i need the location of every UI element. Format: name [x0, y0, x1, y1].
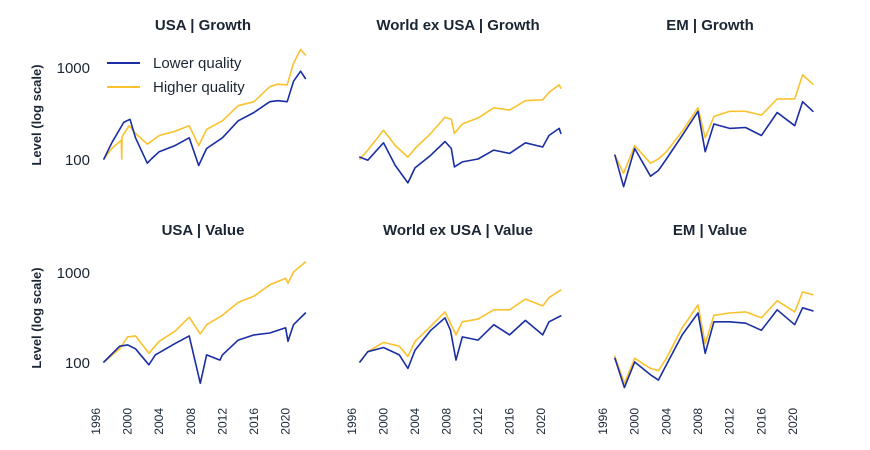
y-tick-label-bottom-1000: 1000 [57, 265, 90, 282]
y-tick-label-top-100: 100 [65, 152, 90, 169]
panel-title-usa-growth: USA | Growth [155, 17, 251, 34]
panel-title-usa-value: USA | Value [162, 222, 245, 239]
x-tick-label: 2004 [408, 408, 422, 435]
series-line-higher-quality [359, 289, 562, 363]
x-tick-label: 2020 [534, 408, 548, 435]
x-tick-layer: 1996 2000 2004 2008 2012 2016 2020 1996 2000 2004… [89, 408, 800, 435]
x-tick-label: 2016 [247, 408, 261, 435]
series-line-higher-quality [614, 74, 814, 175]
series-line-higher-quality [359, 84, 562, 160]
x-tick-label: 1996 [89, 408, 103, 435]
series-layer [103, 48, 814, 389]
panel-title-world-ex-usa-value: World ex USA | Value [383, 222, 533, 239]
panel-usa-growth [103, 48, 307, 167]
x-tick-label: 2016 [754, 408, 768, 435]
series-line-higher-quality [103, 261, 307, 363]
y-tick-label-top-1000: 1000 [57, 60, 90, 77]
x-tick-label: 2000 [628, 408, 642, 435]
x-tick-label: 2016 [503, 408, 517, 435]
panel-em-value [614, 291, 814, 389]
y-tick-label-bottom-100: 100 [65, 355, 90, 372]
legend-label-higher-quality: Higher quality [153, 79, 245, 96]
x-tick-label: 2008 [691, 408, 705, 435]
x-tick-label: 2012 [471, 408, 485, 435]
x-tick-label: 2000 [121, 408, 135, 435]
x-tick-label: 2000 [377, 408, 391, 435]
series-line-lower-quality [103, 312, 307, 385]
x-tick-label: 2008 [440, 408, 454, 435]
series-line-higher-quality [103, 48, 307, 160]
panel-world-ex-usa-growth [359, 84, 562, 184]
x-tick-label: 2004 [152, 408, 166, 435]
series-line-lower-quality [359, 127, 562, 184]
panel-em-growth [614, 74, 814, 188]
y-axis-label-bottom: Level (log scale) [29, 267, 44, 368]
legend: Lower quality Higher quality [107, 55, 245, 96]
x-tick-label: 2008 [184, 408, 198, 435]
panel-title-world-ex-usa-growth: World ex USA | Growth [376, 17, 539, 34]
panel-title-em-growth: EM | Growth [666, 17, 754, 34]
series-line-lower-quality [103, 70, 307, 167]
panel-world-ex-usa-value [359, 289, 562, 370]
x-tick-label: 2012 [723, 408, 737, 435]
series-line-lower-quality [614, 100, 814, 188]
series-line-higher-quality [614, 291, 814, 385]
panel-usa-value [103, 261, 307, 385]
x-tick-label: 2004 [659, 408, 673, 435]
series-line-lower-quality [614, 306, 814, 389]
x-tick-label: 2012 [215, 408, 229, 435]
series-line-lower-quality [359, 315, 562, 370]
legend-label-lower-quality: Lower quality [153, 55, 242, 72]
panel-title-em-value: EM | Value [673, 222, 747, 239]
x-tick-label: 1996 [596, 408, 610, 435]
x-tick-label: 1996 [345, 408, 359, 435]
x-tick-label: 2020 [786, 408, 800, 435]
y-axis-label-top: Level (log scale) [29, 64, 44, 165]
x-tick-label: 2020 [279, 408, 293, 435]
